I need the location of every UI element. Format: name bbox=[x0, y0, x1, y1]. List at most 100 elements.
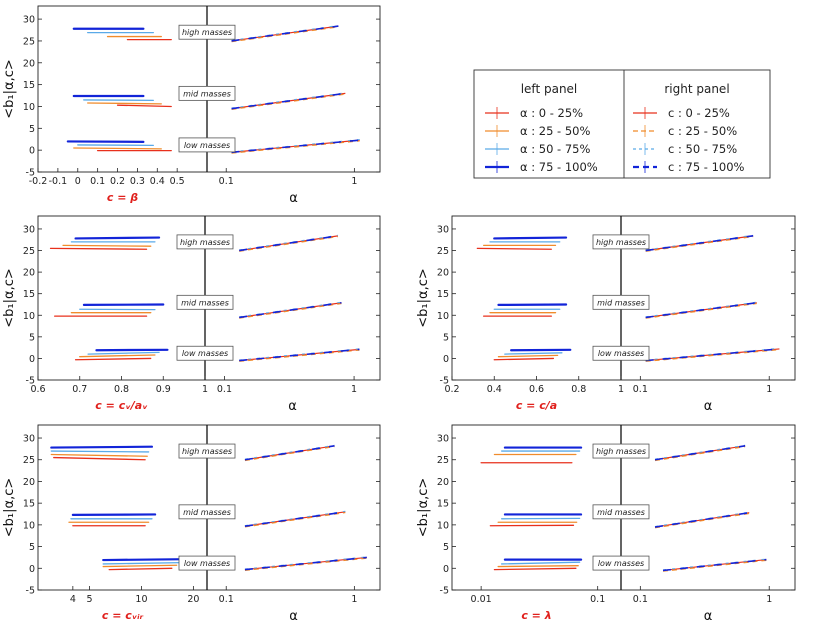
left-x-tick-label: 0.1 bbox=[590, 594, 605, 605]
right-series-high-q1 bbox=[239, 236, 338, 251]
y-tick-label: 30 bbox=[23, 15, 35, 26]
left-x-tick-label: -0.2 bbox=[29, 176, 48, 187]
y-tick-label: 25 bbox=[437, 455, 449, 466]
left-x-tick-label: 0.8 bbox=[571, 384, 586, 395]
mass-label: low masses bbox=[598, 559, 644, 568]
mass-label: mid masses bbox=[181, 298, 229, 307]
right-x-axis-label: α bbox=[289, 191, 298, 206]
left-series-high-q1 bbox=[51, 248, 147, 249]
right-x-tick-label: 1 bbox=[766, 384, 772, 395]
y-tick-label: 15 bbox=[437, 499, 449, 510]
left-series-low-q2 bbox=[498, 566, 578, 567]
mass-label: low masses bbox=[184, 141, 230, 150]
left-series-low-q3 bbox=[502, 562, 580, 564]
y-tick-label: 25 bbox=[23, 246, 35, 257]
y-tick-label: 5 bbox=[443, 542, 449, 553]
legend-right-item: c : 75 - 100% bbox=[668, 160, 745, 174]
right-series-high-q2 bbox=[245, 447, 335, 461]
y-tick-label: 5 bbox=[443, 332, 449, 343]
left-x-tick-label: 0.1 bbox=[90, 176, 105, 187]
right-x-axis-label: α bbox=[288, 399, 297, 414]
y-axis-label: <b₁|α,c> bbox=[416, 478, 431, 537]
mass-label: mid masses bbox=[597, 298, 645, 307]
right-x-axis-label: α bbox=[704, 609, 713, 623]
left-x-tick-label: 20 bbox=[187, 594, 199, 605]
y-tick-label: 20 bbox=[437, 477, 449, 488]
y-tick-label: 20 bbox=[23, 477, 35, 488]
left-x-tick-label: 0.4 bbox=[487, 384, 502, 395]
left-series-high-q4 bbox=[76, 238, 160, 239]
left-series-low-q1 bbox=[109, 568, 172, 569]
mass-label: low masses bbox=[182, 349, 228, 358]
left-x-tick-label: 0.01 bbox=[471, 594, 492, 605]
mass-label: mid masses bbox=[597, 508, 645, 517]
left-series-low-q3 bbox=[88, 352, 159, 354]
right-series-mid-q2 bbox=[655, 514, 749, 528]
left-x-tick-label: 0.9 bbox=[156, 384, 171, 395]
left-series-high-q3 bbox=[51, 451, 148, 452]
left-series-low-q3 bbox=[505, 353, 562, 354]
left-series-low-q4 bbox=[103, 559, 185, 560]
left-series-high-q4 bbox=[51, 447, 152, 448]
y-tick-label: 5 bbox=[29, 124, 35, 135]
left-x-tick-label: 0.8 bbox=[114, 384, 129, 395]
legend-right-item: c : 0 - 25% bbox=[668, 106, 730, 120]
legend-right-item: c : 50 - 75% bbox=[668, 142, 737, 156]
left-x-tick-label: 1 bbox=[202, 384, 208, 395]
left-x-axis-label: c = cᵥ/aᵥ bbox=[95, 399, 148, 412]
left-series-low-q2 bbox=[80, 355, 155, 357]
right-x-tick-label: 0.1 bbox=[633, 384, 648, 395]
left-series-low-q2 bbox=[74, 148, 161, 149]
left-x-tick-label: 10 bbox=[135, 594, 147, 605]
y-tick-label: 10 bbox=[23, 102, 35, 113]
y-tick-label: 10 bbox=[437, 520, 449, 531]
left-x-tick-label: 0.5 bbox=[170, 176, 185, 187]
y-tick-label: 30 bbox=[23, 224, 35, 235]
right-series-high-q2 bbox=[239, 237, 338, 252]
y-tick-label: 15 bbox=[437, 289, 449, 300]
left-series-low-q1 bbox=[76, 358, 151, 359]
mass-label: high masses bbox=[180, 238, 230, 247]
mass-label: high masses bbox=[596, 447, 646, 456]
left-series-high-q1 bbox=[477, 248, 551, 249]
left-x-axis-label: c = λ bbox=[521, 609, 551, 622]
y-tick-label: 30 bbox=[437, 434, 449, 445]
left-x-tick-label: 0.3 bbox=[130, 176, 145, 187]
right-x-tick-label: 1 bbox=[351, 176, 357, 187]
left-series-mid-q1 bbox=[118, 105, 172, 106]
left-series-mid-q2 bbox=[88, 103, 162, 104]
left-x-axis-label: c = c/a bbox=[516, 399, 557, 412]
left-series-high-q1 bbox=[54, 458, 145, 460]
right-series-high-q1 bbox=[655, 446, 745, 460]
y-tick-label: 20 bbox=[437, 268, 449, 279]
mass-label: high masses bbox=[182, 447, 232, 456]
right-x-tick-label: 0.1 bbox=[219, 176, 234, 187]
y-axis-label: <b₁|α,c> bbox=[416, 268, 431, 327]
y-tick-label: 5 bbox=[29, 542, 35, 553]
legend-left-item: α : 75 - 100% bbox=[520, 160, 598, 174]
left-series-low-q2 bbox=[103, 565, 176, 566]
left-x-tick-label: 0.6 bbox=[30, 384, 45, 395]
mass-label: high masses bbox=[182, 28, 232, 37]
mass-label: high masses bbox=[596, 238, 646, 247]
y-tick-label: 30 bbox=[437, 224, 449, 235]
left-series-high-q2 bbox=[63, 245, 151, 246]
right-series-high-q1 bbox=[245, 446, 335, 460]
y-tick-label: 25 bbox=[437, 246, 449, 257]
left-x-tick-label: 5 bbox=[87, 594, 93, 605]
left-x-tick-label: 0.4 bbox=[150, 176, 165, 187]
right-x-tick-label: 0.1 bbox=[633, 594, 648, 605]
y-tick-label: 15 bbox=[23, 289, 35, 300]
mass-label: mid masses bbox=[183, 508, 231, 517]
y-tick-label: 5 bbox=[29, 332, 35, 343]
legend-left-item: α : 25 - 50% bbox=[520, 124, 590, 138]
y-tick-label: 10 bbox=[23, 311, 35, 322]
right-x-tick-label: 1 bbox=[351, 384, 357, 395]
right-series-high-q2 bbox=[655, 447, 745, 461]
